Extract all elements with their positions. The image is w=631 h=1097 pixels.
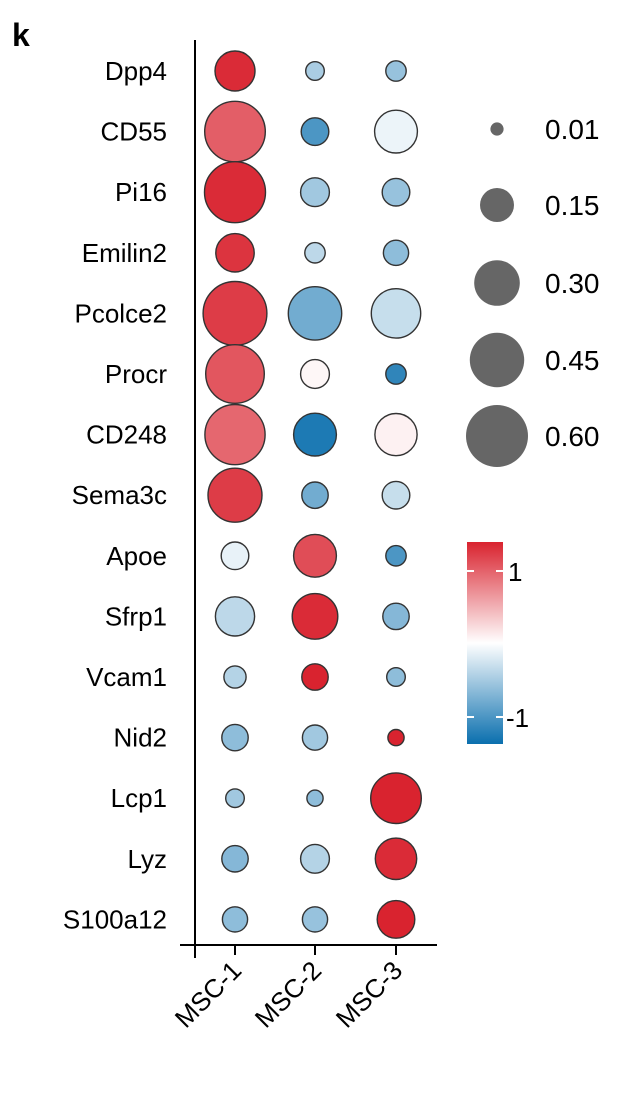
cluster-label: MSC-2 xyxy=(249,955,327,1033)
dot-s100a12-msc-3 xyxy=(376,899,416,939)
gene-label: CD55 xyxy=(101,117,167,147)
dot-lyz-msc-2 xyxy=(299,843,331,874)
dot-s100a12-msc-1 xyxy=(221,906,249,933)
cluster-label: MSC-1 xyxy=(169,955,247,1033)
dot-cd248-msc-3 xyxy=(374,412,418,457)
dot-cd248-msc-2 xyxy=(292,412,338,457)
size-legend-label: 0.45 xyxy=(545,345,600,376)
size-legend-label: 0.15 xyxy=(545,190,600,221)
gene-label: S100a12 xyxy=(63,904,167,934)
gene-label: Dpp4 xyxy=(105,56,167,86)
dot-s100a12-msc-2 xyxy=(301,906,329,933)
dot-vcam1-msc-2 xyxy=(301,663,329,691)
gene-labels: Dpp4 CD55 Pi16 Emilin2 Pcolce2 Procr CD248 Sema… xyxy=(63,56,167,934)
dot-nid2-msc-1 xyxy=(221,723,249,752)
dot-sema3c-msc-3 xyxy=(381,480,411,510)
gene-label: Procr xyxy=(105,359,167,389)
cluster-labels: MSC-1 MSC-2 MSC-3 xyxy=(169,955,408,1033)
dot-procr-msc-3 xyxy=(385,363,407,385)
dot-pcolce2-msc-2 xyxy=(287,285,343,341)
dot-emilin2-msc-3 xyxy=(382,239,410,267)
size-legend-dot xyxy=(474,260,520,306)
dots xyxy=(202,50,423,939)
gene-label: Nid2 xyxy=(114,723,167,753)
dot-nid2-msc-2 xyxy=(301,724,329,751)
dot-lcp1-msc-2 xyxy=(306,789,324,808)
dot-procr-msc-2 xyxy=(299,358,331,390)
gene-label: Sfrp1 xyxy=(105,601,167,631)
size-legend-dot xyxy=(490,122,504,136)
dot-lcp1-msc-3 xyxy=(370,772,423,825)
dot-pi16-msc-1 xyxy=(203,160,267,224)
size-legend-label: 0.30 xyxy=(545,268,600,299)
color-legend: 1 -1 xyxy=(467,542,529,744)
dot-sfrp1-msc-2 xyxy=(291,592,339,640)
axes xyxy=(180,40,437,958)
dot-pi16-msc-3 xyxy=(381,177,411,207)
gene-label: Sema3c xyxy=(72,480,167,510)
colorbar-label-low: -1 xyxy=(506,703,529,733)
dot-apoe-msc-3 xyxy=(385,544,407,567)
gene-label: Emilin2 xyxy=(82,238,167,268)
dot-cd55-msc-1 xyxy=(203,100,266,163)
gene-label: Vcam1 xyxy=(86,662,167,692)
dot-dpp4-msc-2 xyxy=(305,61,326,82)
dot-dpp4-msc-1 xyxy=(214,50,256,92)
colorbar-label-high: 1 xyxy=(508,557,522,587)
dot-lcp1-msc-1 xyxy=(224,788,245,809)
dot-emilin2-msc-2 xyxy=(304,241,326,264)
dot-sema3c-msc-2 xyxy=(301,481,329,510)
gene-label: CD248 xyxy=(86,420,167,450)
dot-cd55-msc-3 xyxy=(373,109,419,154)
dot-pi16-msc-2 xyxy=(299,177,331,208)
panel-label: k xyxy=(12,17,30,53)
dot-nid2-msc-3 xyxy=(387,728,405,747)
size-legend-dot xyxy=(480,188,514,222)
gene-label: Lyz xyxy=(128,844,168,874)
dot-vcam1-msc-1 xyxy=(223,665,247,689)
dot-procr-msc-1 xyxy=(204,344,265,405)
cluster-label: MSC-3 xyxy=(330,955,408,1033)
dot-sfrp1-msc-1 xyxy=(214,596,256,637)
dot-vcam1-msc-3 xyxy=(386,667,407,688)
dot-sfrp1-msc-3 xyxy=(382,602,410,631)
gene-label: Pcolce2 xyxy=(75,298,168,328)
gene-label: Apoe xyxy=(106,541,167,571)
dot-apoe-msc-1 xyxy=(220,541,250,571)
size-legend-dot xyxy=(469,332,525,388)
dot-lyz-msc-1 xyxy=(221,844,249,873)
dot-dpp4-msc-3 xyxy=(385,60,407,82)
size-legend: 0.01 0.15 0.30 0.45 0.60 xyxy=(466,114,600,467)
dot-sema3c-msc-1 xyxy=(207,467,263,523)
size-legend-label: 0.01 xyxy=(545,114,600,145)
x-ticks xyxy=(234,945,397,955)
gene-label: Lcp1 xyxy=(111,783,167,813)
dot-cd248-msc-1 xyxy=(204,403,266,466)
dot-lyz-msc-3 xyxy=(374,837,418,881)
size-legend-dot xyxy=(466,405,528,467)
dot-pcolce2-msc-1 xyxy=(202,280,268,346)
dot-pcolce2-msc-3 xyxy=(370,287,422,339)
gene-label: Pi16 xyxy=(115,177,167,207)
dot-emilin2-msc-1 xyxy=(215,232,255,273)
dot-cd55-msc-2 xyxy=(300,117,330,147)
size-legend-label: 0.60 xyxy=(545,421,600,452)
colorbar xyxy=(467,542,503,744)
dot-apoe-msc-2 xyxy=(292,533,338,578)
